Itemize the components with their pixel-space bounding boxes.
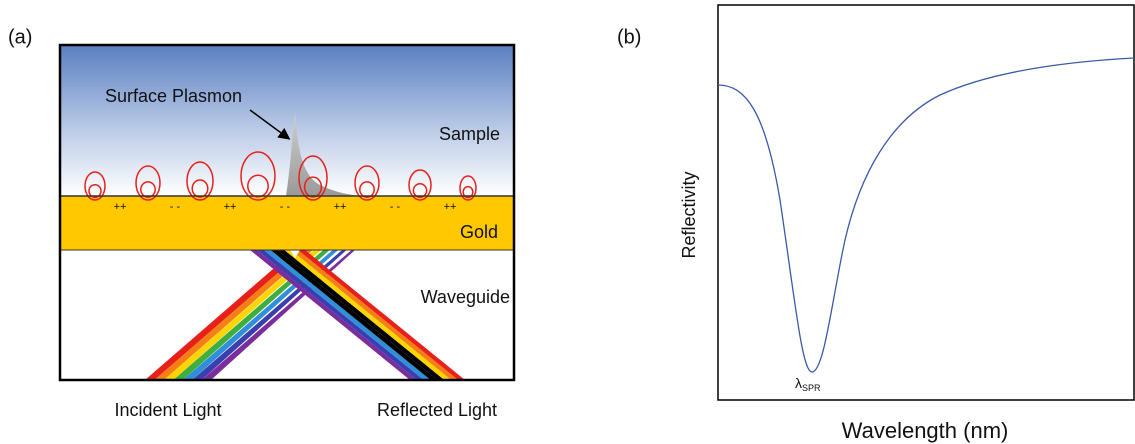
subscript: SPR [802, 383, 821, 393]
sample-region [60, 45, 514, 196]
region-label: Sample [439, 124, 500, 144]
charge: - - [170, 201, 181, 213]
axis-title: Wavelength (nm) [842, 418, 1009, 443]
panel-label: (b) [617, 26, 641, 48]
charge: - - [280, 201, 291, 213]
symbol: λ [795, 375, 802, 391]
charge: ++ [334, 201, 347, 213]
charge: - - [390, 201, 401, 213]
panel-label: (a) [8, 26, 32, 48]
minimum-label: λSPR [795, 375, 821, 394]
region-label: Waveguide [421, 287, 510, 307]
charge: ++ [114, 201, 127, 213]
caption: Reflected Light [377, 400, 497, 420]
charge: ++ [444, 201, 457, 213]
annotation: Surface Plasmon [105, 86, 242, 106]
page: {"panel_a": {"label": "(a)", "surface_pl… [0, 0, 1135, 444]
figure: (a) Surface Plasmon Sample Gold Waveguid… [0, 0, 1135, 444]
charge: ++ [224, 201, 237, 213]
caption: Incident Light [114, 400, 221, 420]
axis-title: Reflectivity [679, 171, 699, 258]
region-label: Gold [460, 222, 498, 242]
reflectivity-curve [718, 58, 1134, 372]
